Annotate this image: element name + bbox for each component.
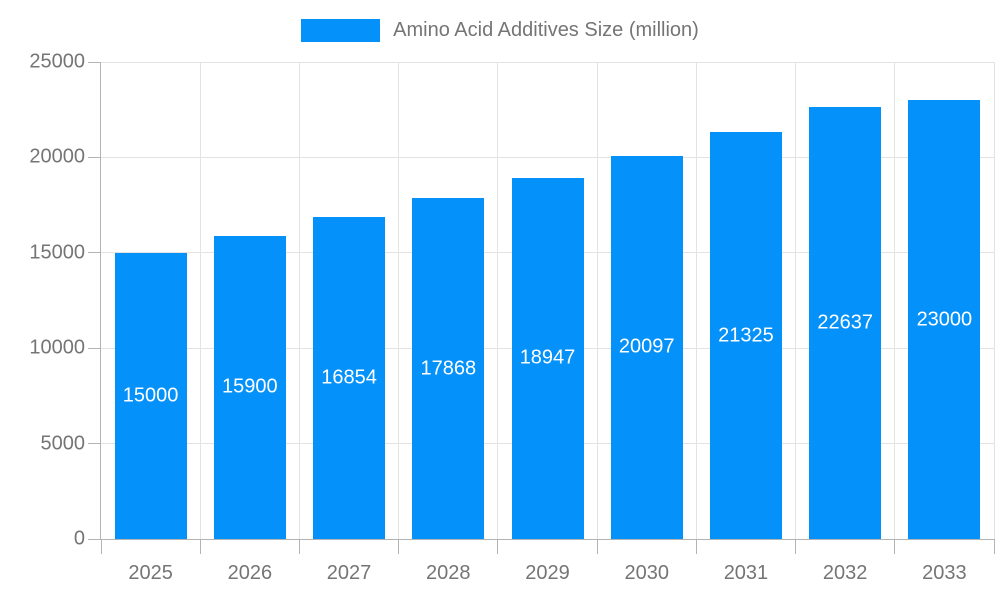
y-axis-tick-label: 15000 [29,241,85,264]
y-axis-tick-label: 10000 [29,336,85,359]
bar[interactable] [114,252,187,539]
bar-value-label: 23000 [916,308,973,331]
bar-value-label: 15900 [222,375,278,398]
y-axis-tick [88,538,101,540]
bar-value-label: 16854 [321,366,377,389]
y-axis-tick-label: 0 [73,527,85,550]
x-axis-label: 2025 [128,562,173,584]
gridline-vertical [695,62,697,539]
gridline-vertical [398,62,400,539]
x-axis-tick [398,539,400,554]
x-axis-label: 2026 [227,562,273,584]
y-axis-tick-label: 25000 [29,50,85,73]
bar[interactable] [412,198,485,539]
x-axis-tick [199,539,201,554]
bar-value-label: 20097 [618,335,675,358]
gridline-horizontal [101,156,994,158]
x-axis-tick [795,539,797,554]
x-axis-tick [894,539,896,554]
x-axis-label: 2031 [723,562,769,584]
gridline-horizontal [101,61,994,63]
x-axis-tick [497,539,499,554]
y-axis-tick [88,252,101,254]
legend-label[interactable]: Amino Acid Additives Size (million) [393,19,699,41]
bar-value-label: 17868 [420,357,477,380]
y-axis-tick [88,156,101,158]
bar[interactable] [809,107,882,539]
bar-value-label: 15000 [122,384,179,407]
x-axis-label: 2028 [426,562,471,584]
x-axis-tick [596,539,598,554]
legend: Amino Acid Additives Size (million) [0,19,1000,42]
x-axis-tick [100,539,102,554]
bar-value-label: 18947 [519,346,576,369]
gridline-vertical [894,62,896,539]
bar[interactable] [610,155,683,539]
bar-value-label: 21325 [718,324,774,347]
bar[interactable] [709,132,782,539]
x-axis-label: 2027 [326,562,372,584]
bar[interactable] [511,177,584,539]
plot-area: 0 5000 10000 15000 20000 25000 15000 2025 15900 2… [29,51,995,584]
y-axis-tick [88,347,101,349]
gridline-vertical [993,62,995,539]
bar-value-label: 22637 [817,311,873,334]
x-axis-label: 2033 [922,562,967,584]
gridline-vertical [298,62,300,539]
y-axis-tick-label: 20000 [29,145,85,168]
y-axis-tick-label: 5000 [40,432,86,455]
gridline-vertical [596,62,598,539]
legend-swatch[interactable] [301,19,381,42]
gridline-vertical [199,62,201,539]
bar[interactable] [313,217,386,539]
x-axis-tick [298,539,300,554]
x-axis-tick [695,539,697,554]
gridline-vertical [497,62,499,539]
x-axis-tick [993,539,995,554]
x-axis-label: 2032 [822,562,868,584]
x-axis-label: 2030 [624,562,669,584]
gridline-vertical [795,62,797,539]
y-axis-tick [88,443,101,445]
x-axis-label: 2029 [525,562,570,584]
bar[interactable] [908,100,981,539]
bar[interactable] [213,235,286,539]
y-axis-tick [88,61,101,63]
